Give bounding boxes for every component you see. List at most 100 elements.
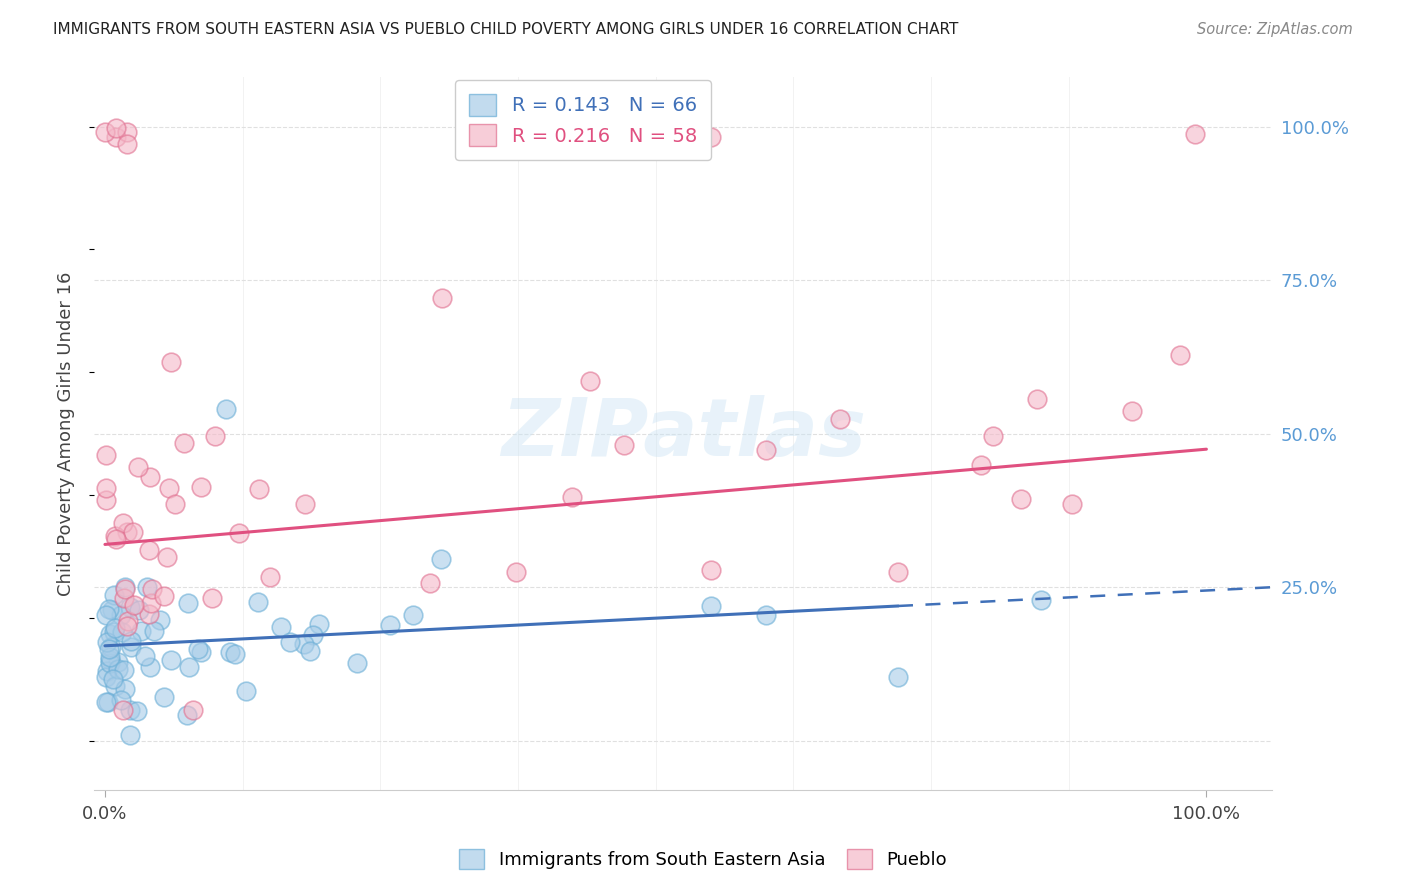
Point xyxy=(94,695,117,709)
Point xyxy=(215,402,238,417)
Legend: Immigrants from South Eastern Asia, Pueblo: Immigrants from South Eastern Asia, Pueb… xyxy=(450,839,956,879)
Point xyxy=(149,614,172,628)
Point xyxy=(103,672,125,686)
Point xyxy=(96,635,118,649)
Point xyxy=(292,637,315,651)
Point xyxy=(138,607,160,621)
Point xyxy=(120,599,142,614)
Point xyxy=(156,550,179,565)
Point xyxy=(139,469,162,483)
Point xyxy=(94,448,117,462)
Point xyxy=(96,664,118,678)
Point xyxy=(177,660,200,674)
Point xyxy=(100,602,122,616)
Point xyxy=(94,492,117,507)
Point xyxy=(115,618,138,632)
Point xyxy=(981,429,1004,443)
Point xyxy=(579,374,602,388)
Point xyxy=(378,618,401,632)
Point xyxy=(127,459,149,474)
Point xyxy=(1010,492,1032,507)
Point xyxy=(235,684,257,698)
Point xyxy=(1031,592,1053,607)
Point xyxy=(125,704,148,718)
Point xyxy=(110,693,132,707)
Point xyxy=(181,703,204,717)
Point xyxy=(204,429,226,443)
Point xyxy=(278,635,301,649)
Text: ZIPatlas: ZIPatlas xyxy=(501,395,866,473)
Point xyxy=(402,608,425,623)
Point xyxy=(100,656,122,670)
Point xyxy=(153,589,176,603)
Point xyxy=(157,481,180,495)
Point xyxy=(115,125,138,139)
Point xyxy=(247,483,270,497)
Point xyxy=(134,649,156,664)
Point xyxy=(143,624,166,639)
Point xyxy=(561,491,583,505)
Point xyxy=(346,656,368,670)
Point xyxy=(110,608,132,623)
Point xyxy=(98,626,121,640)
Point xyxy=(177,596,200,610)
Point xyxy=(94,125,117,139)
Point xyxy=(970,458,993,472)
Point xyxy=(160,653,183,667)
Point xyxy=(302,628,325,642)
Point xyxy=(190,645,212,659)
Text: Source: ZipAtlas.com: Source: ZipAtlas.com xyxy=(1197,22,1353,37)
Point xyxy=(828,412,851,426)
Point xyxy=(294,497,316,511)
Point xyxy=(259,570,281,584)
Point xyxy=(114,580,136,594)
Point xyxy=(419,576,441,591)
Point xyxy=(613,438,636,452)
Point xyxy=(96,481,118,495)
Text: IMMIGRANTS FROM SOUTH EASTERN ASIA VS PUEBLO CHILD POVERTY AMONG GIRLS UNDER 16 : IMMIGRANTS FROM SOUTH EASTERN ASIA VS PU… xyxy=(53,22,959,37)
Point xyxy=(104,621,127,635)
Point xyxy=(107,662,129,676)
Point xyxy=(141,596,163,610)
Y-axis label: Child Poverty Among Girls Under 16: Child Poverty Among Girls Under 16 xyxy=(58,272,75,596)
Point xyxy=(118,728,141,742)
Point xyxy=(430,552,453,566)
Point xyxy=(224,647,246,661)
Point xyxy=(163,497,186,511)
Point xyxy=(270,620,292,634)
Point xyxy=(700,599,723,613)
Point xyxy=(228,526,250,541)
Point xyxy=(700,129,723,144)
Point xyxy=(176,708,198,723)
Point xyxy=(120,640,142,655)
Point xyxy=(97,641,120,656)
Point xyxy=(104,529,127,543)
Point xyxy=(104,120,127,135)
Point xyxy=(173,436,195,450)
Point xyxy=(122,525,145,540)
Point xyxy=(1026,392,1049,407)
Point xyxy=(200,591,222,605)
Point xyxy=(100,640,122,654)
Point xyxy=(117,525,139,540)
Point xyxy=(114,681,136,696)
Point xyxy=(136,580,159,594)
Point xyxy=(887,566,910,580)
Point xyxy=(96,608,118,623)
Point xyxy=(247,595,270,609)
Point xyxy=(430,291,453,305)
Point xyxy=(114,582,136,596)
Point xyxy=(1062,497,1084,511)
Point xyxy=(128,603,150,617)
Point xyxy=(117,614,139,628)
Point xyxy=(755,442,778,457)
Point xyxy=(187,642,209,657)
Point xyxy=(160,355,183,369)
Point xyxy=(103,588,125,602)
Point xyxy=(138,543,160,558)
Point xyxy=(107,655,129,669)
Point xyxy=(219,644,242,658)
Point xyxy=(112,591,135,606)
Point xyxy=(98,653,121,667)
Point xyxy=(120,634,142,648)
